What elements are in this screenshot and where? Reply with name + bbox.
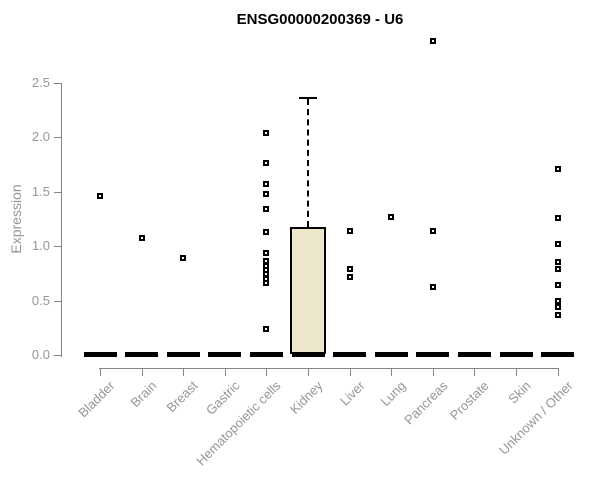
outlier-point [97, 193, 103, 199]
y-tick-label: 1.5 [31, 184, 50, 199]
outlier-point [263, 160, 269, 166]
zero-median-bar [416, 352, 449, 357]
x-axis-category-label: Kidney [286, 378, 326, 417]
outlier-point [555, 259, 561, 265]
chart-title: ENSG00000200369 - U6 [236, 11, 404, 28]
outlier-point [555, 312, 561, 318]
outlier-point [347, 274, 353, 280]
x-tick [433, 368, 434, 376]
x-tick [558, 368, 559, 376]
outlier-point [263, 280, 269, 286]
outlier-point [263, 181, 269, 187]
x-axis-category-label: Skin [505, 378, 534, 407]
y-tick [54, 301, 62, 302]
outlier-point [430, 38, 436, 44]
y-tick [54, 192, 62, 193]
x-tick [100, 368, 101, 376]
x-axis-category-label: Pancreas [401, 378, 451, 428]
x-tick [516, 368, 517, 376]
y-tick-label: 2.5 [31, 75, 50, 90]
outlier-point [263, 229, 269, 235]
y-tick-label: 1.0 [31, 238, 50, 253]
outlier-point [263, 250, 269, 256]
outlier-point [555, 166, 561, 172]
x-tick [391, 368, 392, 376]
outlier-point [430, 228, 436, 234]
outlier-point [555, 241, 561, 247]
outlier-point [388, 214, 394, 220]
outlier-point [555, 282, 561, 288]
y-tick-label: 0.5 [31, 293, 50, 308]
x-axis-category-label: Liver [337, 378, 368, 409]
zero-median-bar [167, 352, 200, 357]
zero-median-bar [541, 352, 574, 357]
outlier-point [347, 228, 353, 234]
outlier-point [263, 130, 269, 136]
y-tick [54, 246, 62, 247]
outlier-point [263, 191, 269, 197]
x-tick [474, 368, 475, 376]
zero-median-bar [500, 352, 533, 357]
x-axis-category-label: Breast [163, 378, 201, 416]
x-tick [225, 368, 226, 376]
outlier-point [139, 235, 145, 241]
y-tick-label: 0.0 [31, 347, 50, 362]
outlier-point [555, 215, 561, 221]
x-tick [142, 368, 143, 376]
x-axis-line [99, 368, 559, 369]
x-tick [266, 368, 267, 376]
y-axis-line [61, 83, 62, 357]
x-tick [183, 368, 184, 376]
y-tick [54, 83, 62, 84]
outlier-point [263, 206, 269, 212]
upper-whisker [307, 99, 309, 227]
x-axis-category-label: Unknown / Other [496, 378, 576, 458]
x-tick [308, 368, 309, 376]
box [290, 227, 326, 354]
y-tick [54, 355, 62, 356]
x-axis-category-label: Gastric [202, 378, 243, 418]
x-axis-category-label: Lung [377, 378, 409, 410]
zero-median-bar [250, 352, 283, 357]
zero-median-bar [375, 352, 408, 357]
zero-median-bar [333, 352, 366, 357]
outlier-point [263, 326, 269, 332]
zero-median-bar [125, 352, 158, 357]
x-axis-category-label: Prostate [446, 378, 492, 423]
outlier-point [347, 266, 353, 272]
zero-median-bar [208, 352, 241, 357]
y-tick-label: 2.0 [31, 129, 50, 144]
y-tick [54, 137, 62, 138]
outlier-point [555, 266, 561, 272]
x-tick [350, 368, 351, 376]
zero-median-bar [84, 352, 117, 357]
outlier-point [180, 255, 186, 261]
zero-median-bar [292, 352, 325, 357]
whisker-cap [299, 97, 317, 99]
x-axis-category-label: Bladder [75, 378, 118, 421]
outlier-point [430, 284, 436, 290]
zero-median-bar [458, 352, 491, 357]
outlier-point [555, 298, 561, 304]
outlier-point [555, 304, 561, 310]
x-axis-category-label: Brain [127, 378, 160, 411]
